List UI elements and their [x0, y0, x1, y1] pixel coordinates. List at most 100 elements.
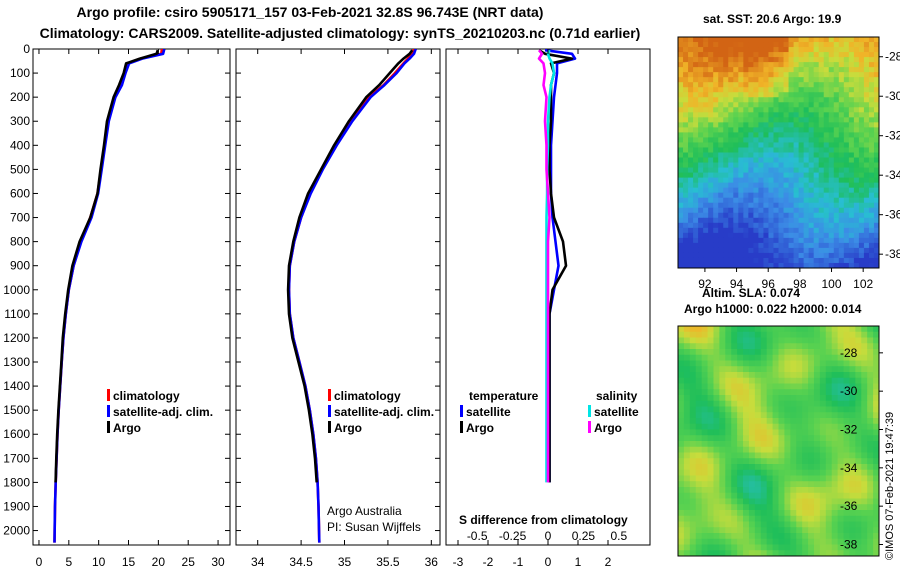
- sla-map-pixel: [808, 406, 815, 413]
- sst-map-pixel: [808, 252, 815, 259]
- sst-map-pixel: [683, 142, 689, 148]
- sst-map-pixel: [853, 207, 860, 214]
- sla-map-pixel: [731, 389, 738, 396]
- sla-map-pixel: [831, 337, 839, 344]
- sla-map-pixel: [790, 406, 797, 413]
- sla-map-pixel: [725, 515, 732, 522]
- sla-map-pixel: [873, 458, 880, 465]
- sla-map-pixel: [849, 423, 856, 430]
- sst-map-pixel: [778, 82, 785, 88]
- sla-map-pixel: [790, 487, 797, 494]
- sst-map-pixel: [753, 112, 759, 118]
- sst-map-pixel: [798, 137, 805, 143]
- sla-map-pixel: [743, 337, 750, 344]
- sst-map-pixel: [768, 162, 774, 169]
- sla-map-pixel: [748, 492, 756, 499]
- sst-map-pixel: [798, 212, 805, 219]
- sst-map-pixel: [768, 242, 774, 249]
- sst-map-pixel: [808, 212, 815, 219]
- sla-map-pixel: [701, 550, 709, 557]
- sla-map-pixel: [873, 515, 880, 522]
- sst-map-pixel: [783, 62, 790, 68]
- sst-map-pixel: [828, 197, 835, 204]
- sst-map-pixel: [743, 107, 749, 113]
- sla-map-pixel: [790, 343, 797, 350]
- sla-map-pixel: [778, 521, 785, 528]
- sla-map-pixel: [766, 481, 774, 488]
- sst-map-pixel: [843, 47, 850, 53]
- sst-map-pixel: [683, 232, 689, 239]
- sst-map-pixel: [843, 122, 850, 128]
- sla-map-pixel: [707, 418, 714, 425]
- sla-map-pixel: [731, 331, 738, 338]
- sst-map-pixel: [818, 117, 825, 123]
- sst-map-pixel: [848, 212, 855, 219]
- sla-map-pixel: [725, 423, 732, 430]
- sst-map-title: sat. SST: 20.6 Argo: 19.9: [703, 12, 842, 26]
- sst-map-pixel: [848, 197, 855, 204]
- sst-map-pixel: [743, 152, 749, 159]
- sst-map-pixel: [818, 47, 825, 53]
- sst-map-pixel: [868, 187, 875, 194]
- sst-map-pixel: [723, 162, 729, 169]
- sla-map-pixel: [766, 492, 774, 499]
- sst-map-pixel: [718, 147, 724, 153]
- temperature-xtick-label: 25: [182, 555, 196, 569]
- sla-map-pixel: [754, 533, 762, 540]
- sla-map-pixel: [713, 544, 720, 551]
- sla-map-pixel: [825, 349, 833, 356]
- sst-map-pixel: [778, 192, 785, 199]
- sst-map-pixel: [873, 62, 880, 68]
- sla-map-pixel: [849, 418, 856, 425]
- sla-map-pixel: [683, 377, 691, 384]
- sst-map-pixel: [763, 257, 769, 264]
- sst-map-pixel: [723, 202, 729, 209]
- sla-map-pixel: [719, 498, 726, 505]
- sla-map-pixel: [707, 452, 714, 459]
- sla-map-pixel: [778, 475, 785, 482]
- sst-map-pixel: [703, 247, 709, 254]
- sla-map-pixel: [719, 492, 726, 499]
- sla-map-pixel: [678, 429, 685, 436]
- sst-map-pixel: [813, 262, 820, 269]
- sst-map-pixel: [723, 62, 729, 68]
- sst-map-pixel: [718, 167, 724, 174]
- sst-map-pixel: [698, 82, 704, 88]
- sst-map-pixel: [778, 112, 785, 118]
- sla-map-pixel: [678, 354, 685, 361]
- sla-map-pixel: [784, 533, 791, 540]
- sst-map-pixel: [753, 142, 759, 148]
- sst-map-pixel: [723, 217, 729, 224]
- sst-map-pixel: [778, 182, 785, 189]
- sla-map-pixel: [784, 544, 791, 551]
- sst-map-pixel: [873, 52, 880, 58]
- sst-map-pixel: [823, 257, 830, 264]
- sst-map-pixel: [718, 202, 724, 209]
- sst-map-pixel: [768, 47, 774, 53]
- sst-map-pixel: [773, 217, 780, 224]
- salinity-diff-tick-label: 0.25: [572, 529, 596, 543]
- sst-map-pixel: [683, 212, 689, 219]
- sla-map-pixel: [772, 337, 779, 344]
- sla-map-pixel: [772, 510, 779, 517]
- sla-map-pixel: [802, 349, 809, 356]
- sla-map-pixel: [855, 487, 862, 494]
- sla-map-pixel: [837, 389, 845, 396]
- sst-map-pixel: [783, 42, 790, 48]
- sst-map-pixel: [813, 72, 820, 78]
- sst-map-pixel: [733, 247, 739, 254]
- sst-map-pixel: [738, 227, 744, 234]
- sla-map-pixel: [689, 538, 697, 545]
- sla-map-pixel: [754, 498, 762, 505]
- sla-map-pixel: [819, 349, 827, 356]
- sla-map-pixel: [819, 492, 827, 499]
- sst-map-pixel: [873, 97, 880, 103]
- sla-map-pixel: [825, 343, 833, 350]
- sla-map-pixel: [689, 326, 697, 333]
- sst-map-pixel: [728, 42, 734, 48]
- sst-map-pixel: [748, 192, 754, 199]
- sla-map-pixel: [760, 326, 768, 333]
- sst-map-pixel: [748, 162, 754, 169]
- sst-map-pixel: [788, 247, 795, 254]
- sst-map-pixel: [833, 72, 840, 78]
